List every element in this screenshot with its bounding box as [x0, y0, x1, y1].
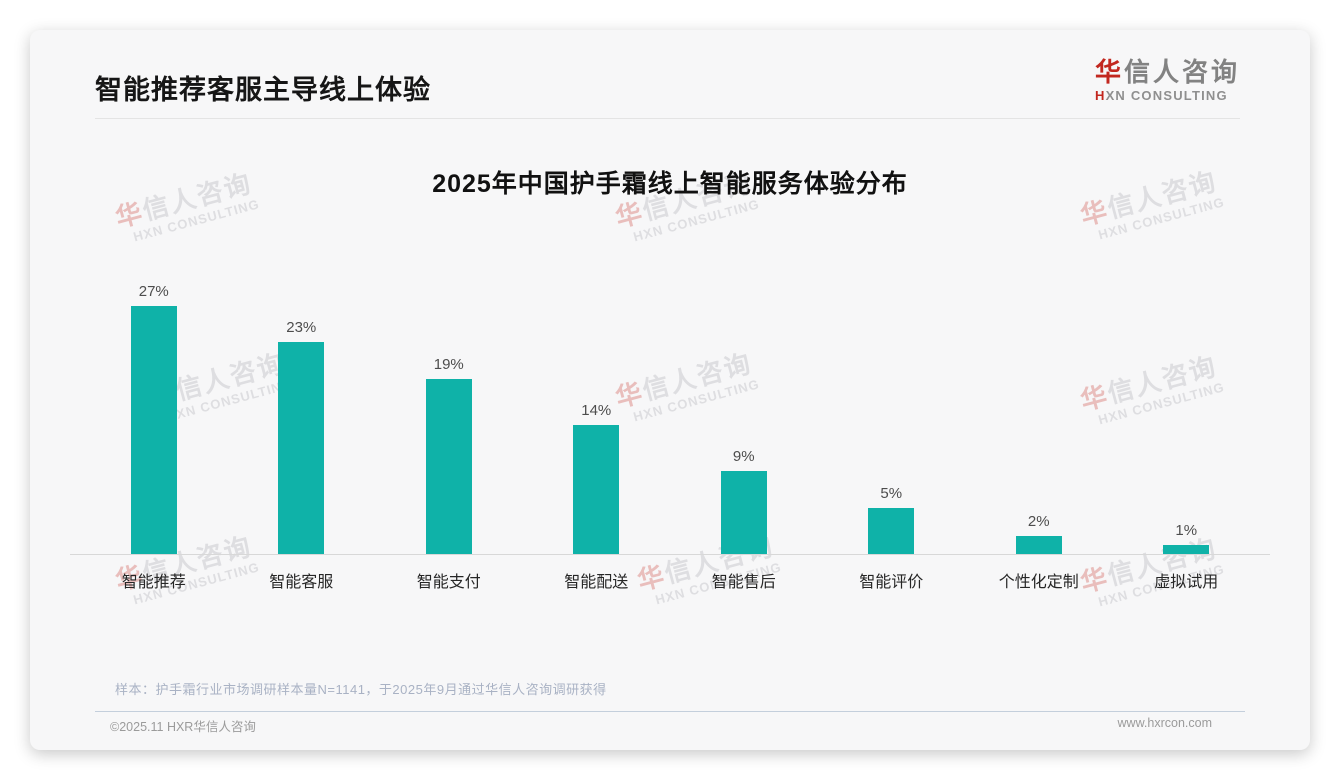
bar-cell: 1%	[1113, 522, 1261, 554]
bar	[278, 342, 325, 554]
website-url: www.hxrcon.com	[1117, 716, 1212, 730]
x-axis-labels-row: 智能推荐 智能客服 智能支付 智能配送 智能售后 智能评价 个性化定制 虚拟试用	[80, 568, 1260, 592]
page-title: 智能推荐客服主导线上体验	[95, 75, 431, 105]
logo-chinese-text: 华信人咨询	[1095, 56, 1240, 88]
x-axis-label: 智能评价	[859, 574, 924, 591]
x-axis-label: 虚拟试用	[1154, 574, 1219, 591]
bar	[425, 379, 472, 554]
x-axis-label: 智能客服	[269, 574, 334, 591]
bar-value-label: 2%	[1027, 512, 1050, 530]
bar-cell: 9%	[670, 448, 818, 554]
bar-value-label: 27%	[138, 282, 169, 300]
bar-cell: 5%	[818, 485, 966, 554]
bar-value-label: 9%	[732, 448, 755, 466]
bar-cell: 19%	[375, 356, 523, 554]
slide-card: 华信人咨询 HXN CONSULTING 华信人咨询 HXN CONSULTING 华信…	[30, 30, 1310, 750]
copyright-text: ©2025.11 HXR华信人咨询	[110, 720, 256, 734]
logo-english-text: HXN CONSULTING	[1095, 88, 1240, 104]
x-axis-label: 智能推荐	[121, 574, 186, 591]
bar-cell: 23%	[228, 319, 376, 554]
logo-en-accent: H	[1094, 88, 1106, 103]
bar-cell: 27%	[80, 283, 228, 554]
logo-cn-accent: 华	[1094, 57, 1124, 87]
bar	[573, 425, 620, 554]
chart-title: 2025年中国护手霜线上智能服务体验分布	[432, 170, 908, 198]
bar-value-label: 23%	[286, 319, 317, 337]
logo-cn-rest: 信人咨询	[1123, 57, 1240, 87]
bar-value-label: 1%	[1175, 521, 1198, 539]
slide-footer: ©2025.11 HXR华信人咨询 www.hxrcon.com	[110, 716, 1212, 735]
bar	[868, 508, 915, 554]
x-axis-label: 个性化定制	[998, 574, 1079, 591]
bar-value-label: 14%	[581, 402, 612, 420]
x-axis-label: 智能支付	[416, 574, 481, 591]
brand-logo: 华信人咨询 HXN CONSULTING	[1095, 56, 1240, 104]
bar-value-label: 5%	[880, 485, 903, 502]
watermark-english-text: HXN CONSULTING	[631, 196, 762, 245]
bar-value-label: 19%	[433, 356, 464, 374]
watermark-english-text: HXN CONSULTING	[131, 196, 262, 245]
x-axis-line	[70, 554, 1270, 555]
logo-en-rest: XN CONSULTING	[1105, 88, 1228, 103]
footer-divider	[95, 711, 1245, 712]
x-axis-label: 智能配送	[564, 574, 629, 591]
slide-header: 智能推荐客服主导线上体验 华信人咨询 HXN CONSULTING	[30, 30, 1310, 119]
bar	[1163, 544, 1210, 554]
bar	[130, 305, 177, 554]
bar-chart: 27% 23% 19% 14% 9% 5% 2% 1% 智能推荐 智能客服 智能支付 智能配送 智能售…	[70, 268, 1270, 592]
bars-row: 27% 23% 19% 14% 9% 5% 2% 1%	[80, 268, 1260, 554]
header-divider	[95, 118, 1240, 119]
bar-cell: 2%	[965, 513, 1113, 554]
bar	[720, 471, 767, 554]
x-axis-label: 智能售后	[711, 574, 776, 591]
bar-cell: 14%	[523, 402, 671, 554]
bar	[1015, 535, 1062, 554]
watermark-english-text: HXN CONSULTING	[1096, 194, 1227, 243]
sample-note: 样本：护手霜行业市场调研样本量N=1141，于2025年9月通过华信人咨询调研获…	[115, 682, 607, 697]
